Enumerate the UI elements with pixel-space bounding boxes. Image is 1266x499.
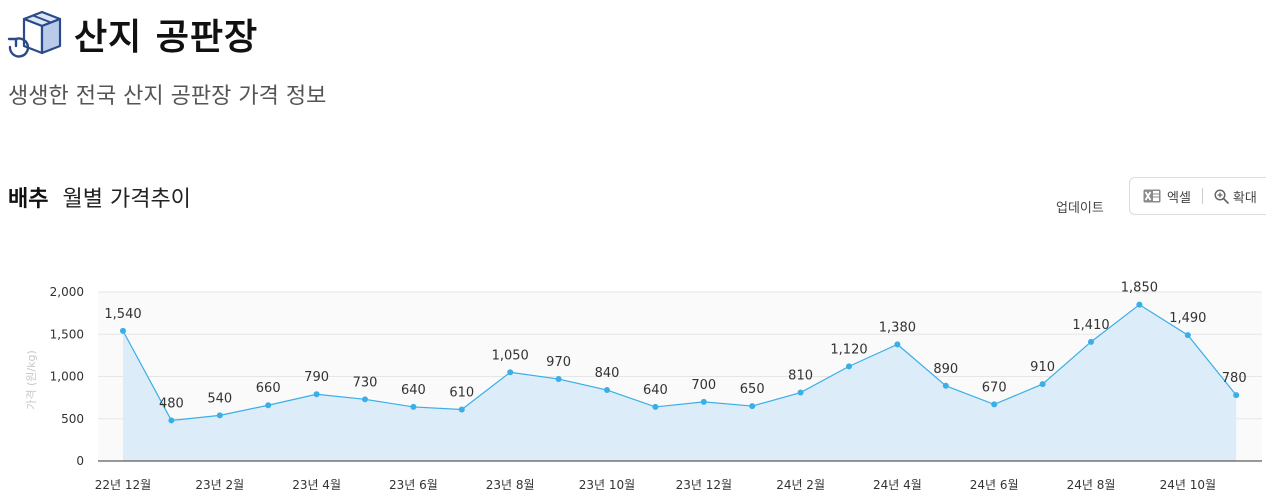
- x-tick-label: 23년 8월: [486, 478, 535, 492]
- data-point: [797, 389, 804, 396]
- series-line: [122, 303, 1237, 422]
- y-tick-label: 2,000: [50, 285, 84, 299]
- data-point: [458, 406, 465, 413]
- data-label: 1,120: [830, 342, 867, 357]
- data-point: [168, 417, 175, 424]
- data-point: [700, 398, 707, 405]
- y-axis-label: 가격 (원/kg): [25, 350, 38, 410]
- zoom-button[interactable]: 확대: [1214, 187, 1257, 206]
- x-tick-label: 24년 8월: [1067, 478, 1116, 492]
- data-label: 730: [353, 375, 378, 390]
- y-tick-label: 500: [61, 412, 84, 426]
- data-point: [410, 403, 417, 410]
- data-label: 540: [207, 391, 232, 406]
- data-label: 780: [1222, 371, 1247, 386]
- data-point: [652, 403, 659, 410]
- chart-toolbar: 엑셀 확대: [1129, 177, 1266, 215]
- data-point: [1136, 301, 1143, 308]
- data-point: [216, 412, 223, 419]
- data-point: [313, 391, 320, 398]
- data-point: [846, 363, 852, 370]
- data-label: 480: [159, 396, 184, 411]
- x-tick-label: 22년 12월: [95, 478, 151, 492]
- data-label: 1,850: [1121, 281, 1158, 296]
- data-point: [1233, 392, 1240, 399]
- data-label: 1,410: [1072, 318, 1109, 333]
- data-point: [942, 382, 949, 389]
- data-point: [1088, 338, 1094, 345]
- data-label: 840: [595, 366, 620, 381]
- page-subtitle: 생생한 전국 산지 공판장 가격 정보: [8, 84, 327, 109]
- data-label: 890: [933, 362, 958, 377]
- y-tick-label: 0: [76, 454, 84, 468]
- x-tick-label: 23년 12월: [676, 478, 732, 492]
- data-label: 810: [788, 369, 813, 384]
- data-label: 640: [401, 383, 426, 398]
- data-point: [555, 376, 562, 383]
- section-description: 월별 가격추이: [62, 187, 191, 212]
- data-label: 1,380: [879, 320, 916, 335]
- data-label: 650: [740, 382, 765, 397]
- x-tick-label: 23년 2월: [195, 478, 244, 492]
- x-tick-label: 24년 6월: [970, 478, 1019, 492]
- area-fill: [123, 304, 1237, 461]
- data-point: [894, 341, 901, 348]
- excel-label: 엑셀: [1167, 190, 1191, 206]
- box-return-icon: [7, 10, 62, 58]
- data-point: [362, 396, 368, 403]
- data-label: 1,490: [1169, 311, 1206, 326]
- data-point: [749, 403, 756, 410]
- data-label: 700: [691, 378, 716, 393]
- data-label: 790: [304, 370, 329, 385]
- excel-button[interactable]: 엑셀: [1143, 187, 1191, 206]
- x-tick-label: 23년 10월: [579, 478, 635, 492]
- toolbar-divider: [1201, 188, 1203, 204]
- y-tick-label: 1,000: [50, 370, 84, 384]
- zoom-label: 확대: [1232, 190, 1257, 206]
- data-label: 670: [982, 380, 1007, 395]
- zoom-in-icon: [1214, 188, 1229, 204]
- data-point: [265, 402, 272, 409]
- x-tick-label: 24년 4월: [873, 478, 922, 492]
- data-label: 610: [449, 385, 474, 400]
- data-point: [991, 401, 998, 408]
- data-label: 1,540: [104, 307, 141, 322]
- excel-icon: [1143, 189, 1161, 203]
- data-label: 1,050: [492, 348, 529, 363]
- y-tick-label: 1,500: [50, 327, 84, 341]
- page-title: 산지 공판장: [74, 17, 259, 58]
- data-point: [507, 369, 514, 376]
- data-point: [604, 387, 610, 394]
- x-tick-label: 23년 4월: [292, 478, 341, 492]
- page-header: 산지 공판장: [6, 8, 258, 60]
- data-label: 970: [546, 355, 571, 370]
- item-name: 배추: [8, 187, 49, 212]
- data-label: 660: [256, 381, 281, 396]
- x-tick-label: 24년 2월: [776, 478, 825, 492]
- update-label[interactable]: 업데이트: [1056, 201, 1104, 216]
- data-label: 910: [1030, 360, 1055, 375]
- data-point: [120, 327, 126, 334]
- data-point: [1039, 381, 1046, 388]
- x-tick-label: 23년 6월: [389, 478, 438, 492]
- data-label: 640: [643, 383, 668, 398]
- section-heading: 배추 월별 가격추이: [8, 181, 191, 213]
- data-point: [1184, 332, 1191, 339]
- x-tick-label: 24년 10월: [1160, 478, 1216, 492]
